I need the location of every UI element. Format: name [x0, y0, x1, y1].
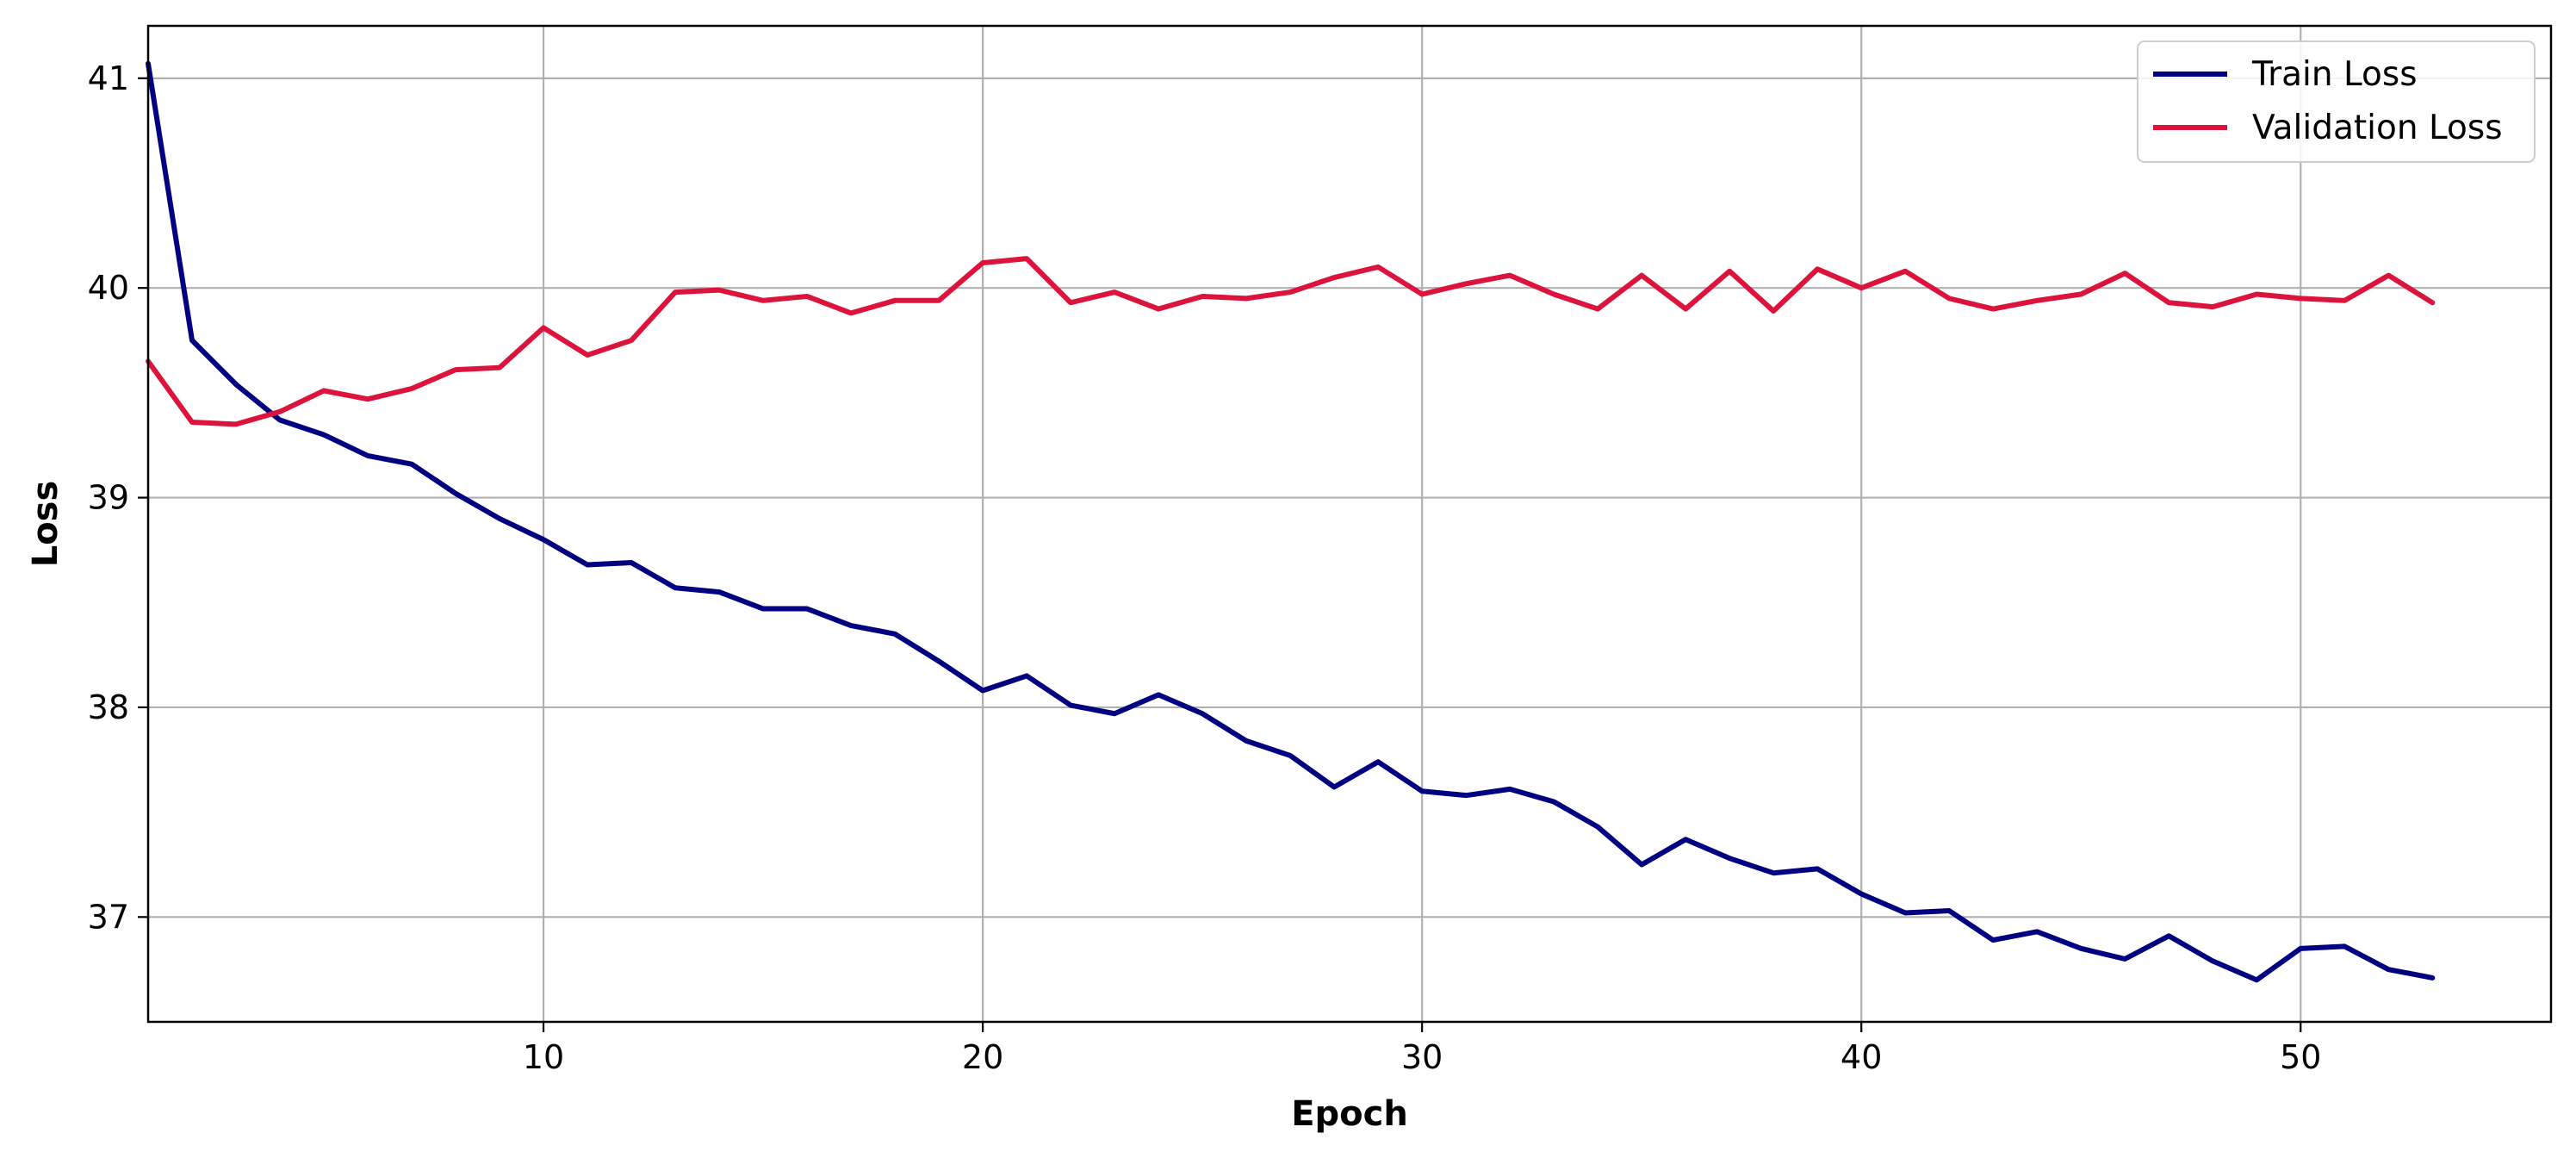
y-tick-label: 41 — [88, 59, 129, 97]
legend-box — [2137, 40, 2536, 163]
series-layer — [146, 60, 2436, 983]
x-axis-title: Epoch — [1291, 1094, 1408, 1134]
x-tick-label: 20 — [962, 1038, 1003, 1076]
y-tick-label: 40 — [88, 269, 129, 307]
y-axis-title: Loss — [26, 481, 65, 568]
y-ticks: 37 38 39 40 41 — [88, 59, 148, 936]
x-tick-label: 30 — [1401, 1038, 1443, 1076]
y-tick-label: 38 — [88, 688, 129, 726]
legend: Train Loss Validation Loss — [2137, 40, 2536, 163]
y-tick-label: 37 — [88, 898, 129, 936]
x-ticks: 10 20 30 40 50 — [523, 1022, 2321, 1076]
x-tick-label: 10 — [523, 1038, 564, 1076]
x-tick-label: 40 — [1840, 1038, 1882, 1076]
series-line-train-loss — [146, 60, 2436, 983]
series-line-validation-loss — [146, 256, 2436, 427]
legend-label-validation-loss: Validation Loss — [2252, 109, 2503, 147]
x-tick-label: 50 — [2280, 1038, 2321, 1076]
legend-label-train-loss: Train Loss — [2251, 55, 2418, 94]
y-tick-label: 39 — [88, 479, 129, 517]
plot-frame — [146, 24, 2553, 1024]
